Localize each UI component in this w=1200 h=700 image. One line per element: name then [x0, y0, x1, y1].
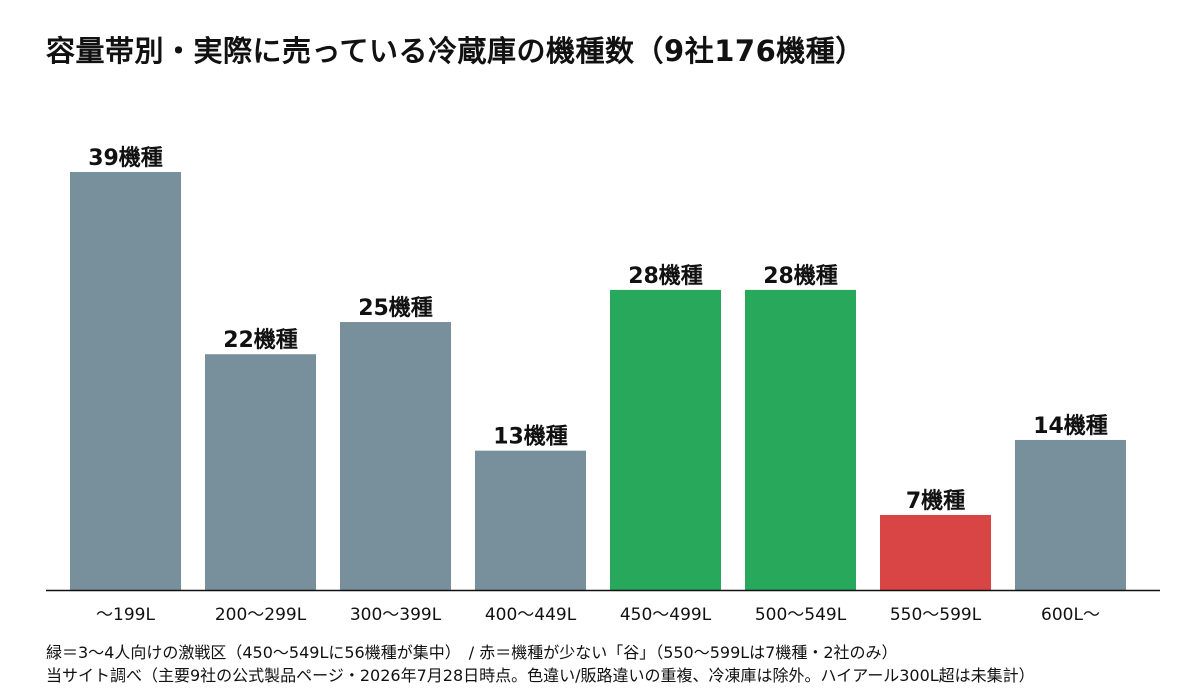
category-labels-group: ～199L 200～299L 300～399L 400～449L 450～499L 500…	[96, 605, 1100, 625]
value-labels-group: 39機種 22機種 25機種 13機種 28機種 28機種 7機種 14機種	[88, 146, 1108, 514]
value-label-3: 25機種	[358, 296, 433, 321]
value-label-7: 7機種	[906, 489, 965, 514]
category-label-5: 450～499L	[620, 605, 712, 625]
note-line-2: 当サイト調べ（主要9社の公式製品ページ・2026年7月28日時点。色違い/販路違…	[46, 666, 1035, 685]
value-label-8: 14機種	[1033, 414, 1108, 439]
bar-5	[610, 289, 721, 590]
value-label-2: 22機種	[223, 328, 298, 353]
value-label-5: 28機種	[628, 264, 703, 289]
bar-8	[1015, 439, 1126, 590]
chart-title: 容量帯別・実際に売っている冷蔵庫の機種数（9社176機種）	[46, 34, 865, 68]
bar-1	[70, 172, 181, 590]
value-label-6: 28機種	[763, 264, 838, 289]
category-label-7: 550～599L	[890, 605, 982, 625]
bar-7	[880, 514, 991, 590]
category-label-4: 400～449L	[485, 605, 577, 625]
bar-4	[475, 450, 586, 590]
bar-3	[340, 322, 451, 590]
value-label-4: 13機種	[493, 425, 568, 450]
category-label-3: 300～399L	[350, 605, 442, 625]
note-line-1: 緑＝3～4人向けの激戦区（450～549Lに56機種が集中） / 赤＝機種が少な…	[46, 643, 898, 662]
category-label-6: 500～549L	[755, 605, 847, 625]
category-label-1: ～199L	[96, 605, 155, 625]
bar-2	[205, 354, 316, 590]
category-label-8: 600L～	[1041, 605, 1100, 625]
category-label-2: 200～299L	[215, 605, 307, 625]
value-label-1: 39機種	[88, 146, 163, 171]
bars-group	[70, 172, 1126, 590]
chart-notes: 緑＝3～4人向けの激戦区（450～549Lに56機種が集中） / 赤＝機種が少な…	[46, 641, 1035, 687]
bar-6	[745, 289, 856, 590]
